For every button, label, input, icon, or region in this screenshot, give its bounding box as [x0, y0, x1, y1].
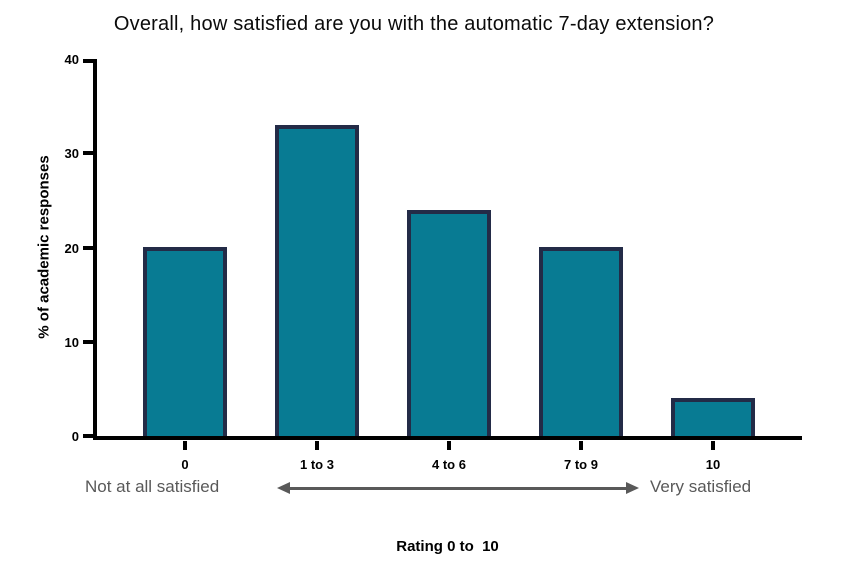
- y-tick: [83, 339, 93, 344]
- annotation-not-satisfied: Not at all satisfied: [85, 477, 220, 496]
- y-tick-label: 20: [64, 240, 79, 256]
- x-tick-label: 7 to 9: [564, 457, 598, 472]
- x-tick-label: 4 to 6: [432, 457, 466, 472]
- bar-4-to-6: [407, 210, 491, 436]
- y-tick: [83, 151, 93, 156]
- y-tick: [83, 59, 93, 63]
- bar-10: [671, 398, 755, 436]
- y-tick-label: 10: [64, 334, 79, 350]
- x-tick: [315, 441, 319, 450]
- x-axis-title: Rating 0 to 10: [396, 538, 499, 555]
- arrow-shaft: [289, 487, 627, 490]
- y-tick-label: 40: [64, 52, 79, 67]
- x-tick-label: 0: [181, 457, 189, 472]
- y-tick: [83, 245, 93, 250]
- x-tick-label: 10: [705, 457, 721, 472]
- x-tick: [183, 441, 187, 450]
- x-tick: [579, 441, 583, 450]
- y-tick-label: 0: [71, 429, 79, 444]
- plot-area: 0 10 20 30 40 0 1 to 3 4 to 6 7 to 9 10: [65, 53, 802, 472]
- x-tick: [447, 441, 451, 450]
- bar-1-to-3: [275, 125, 359, 436]
- y-tick-label: 30: [64, 146, 79, 162]
- chart-title: Overall, how satisfied are you with the …: [113, 13, 715, 35]
- x-tick: [711, 441, 715, 450]
- bar-7-to-9: [539, 247, 623, 436]
- annotation-very-satisfied: Very satisfied: [650, 477, 752, 496]
- arrow-right-head-icon: [626, 482, 639, 494]
- y-tick: [83, 434, 93, 438]
- bar-0: [143, 247, 227, 436]
- arrow-left-head-icon: [277, 482, 290, 494]
- satisfaction-scale-arrow: [277, 482, 639, 494]
- x-tick-label: 1 to 3: [300, 457, 334, 472]
